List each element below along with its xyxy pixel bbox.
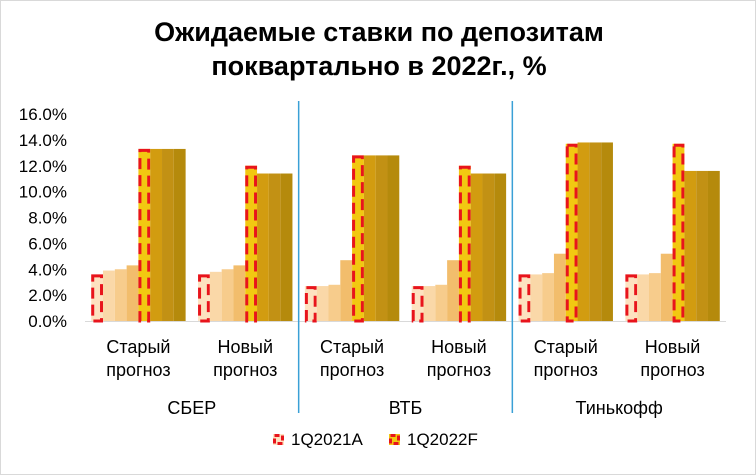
chart-title-line-1: Ожидаемые ставки по депозитам bbox=[154, 17, 604, 47]
y-tick-label: 16.0% bbox=[19, 105, 67, 124]
bar bbox=[375, 155, 388, 321]
bar-dashed-outline bbox=[518, 274, 531, 323]
bar bbox=[589, 142, 602, 321]
bar bbox=[198, 274, 210, 321]
bar-dashed-outline bbox=[91, 274, 104, 323]
bar bbox=[447, 260, 459, 321]
bar bbox=[280, 173, 293, 321]
bar-dashed-outline bbox=[565, 143, 578, 323]
y-tick-label: 2.0% bbox=[28, 286, 67, 305]
y-tick-label: 8.0% bbox=[28, 209, 67, 228]
forecast-label: прогноз bbox=[534, 360, 598, 380]
bar bbox=[126, 265, 139, 321]
bar bbox=[577, 142, 590, 321]
bar bbox=[553, 253, 566, 321]
bar bbox=[625, 274, 638, 321]
forecast-label: Новый bbox=[431, 337, 487, 357]
bar bbox=[257, 173, 269, 321]
bar bbox=[150, 148, 163, 321]
forecast-label: Старый bbox=[106, 337, 170, 357]
bar bbox=[209, 271, 222, 321]
bank-label: ВТБ bbox=[389, 398, 423, 418]
bar bbox=[387, 155, 400, 321]
forecast-label: прогноз bbox=[427, 360, 491, 380]
bar bbox=[684, 170, 697, 321]
bar bbox=[494, 173, 507, 321]
bank-label: Тинькофф bbox=[576, 398, 663, 418]
bar bbox=[411, 286, 424, 321]
bar bbox=[542, 273, 554, 321]
y-tick-label: 6.0% bbox=[28, 234, 67, 253]
bar-dashed-outline bbox=[672, 143, 685, 323]
bar-dashed-outline bbox=[458, 165, 471, 323]
forecast-label: прогноз bbox=[320, 360, 384, 380]
bar bbox=[423, 286, 436, 321]
bar bbox=[304, 286, 317, 321]
bar bbox=[268, 173, 281, 321]
bar bbox=[696, 170, 708, 321]
forecast-label: прогноз bbox=[106, 360, 170, 380]
bar bbox=[91, 274, 104, 321]
bar bbox=[530, 274, 543, 321]
bar bbox=[103, 270, 115, 321]
bar-dashed-outline bbox=[198, 274, 210, 323]
legend-swatch bbox=[273, 434, 284, 445]
chart-title-line-2: поквартально в 2022г., % bbox=[211, 51, 547, 81]
bar bbox=[435, 284, 448, 321]
legend-swatch bbox=[389, 434, 400, 445]
bar-dashed-outline bbox=[411, 286, 424, 323]
bar bbox=[221, 269, 234, 321]
bar bbox=[245, 165, 258, 321]
y-tick-label: 0.0% bbox=[28, 312, 67, 331]
forecast-label: прогноз bbox=[213, 360, 277, 380]
y-tick-label: 10.0% bbox=[19, 183, 67, 202]
bar bbox=[470, 173, 483, 321]
bar bbox=[340, 260, 353, 321]
y-tick-label: 4.0% bbox=[28, 260, 67, 279]
forecast-label: Старый bbox=[320, 337, 384, 357]
bar bbox=[482, 173, 495, 321]
bar bbox=[233, 265, 246, 321]
bar bbox=[363, 155, 376, 321]
bar-dashed-outline bbox=[625, 274, 638, 323]
bar bbox=[672, 143, 685, 321]
bar-dashed-outline bbox=[352, 155, 364, 323]
legend-swatch-outline bbox=[273, 434, 284, 445]
forecast-label: Старый bbox=[534, 337, 598, 357]
y-tick-label: 14.0% bbox=[19, 131, 67, 150]
bar bbox=[518, 274, 531, 321]
bar bbox=[458, 165, 471, 321]
bar bbox=[138, 148, 151, 321]
y-tick-label: 12.0% bbox=[19, 157, 67, 176]
bar-dashed-outline bbox=[138, 148, 151, 323]
forecast-label: Новый bbox=[217, 337, 273, 357]
bar bbox=[173, 148, 186, 321]
bar bbox=[637, 274, 649, 321]
legend-label: 1Q2022F bbox=[407, 430, 478, 449]
bar bbox=[660, 253, 673, 321]
bar-dashed-outline bbox=[304, 286, 317, 323]
bar bbox=[114, 269, 127, 321]
bar bbox=[328, 284, 341, 321]
chart-title: Ожидаемые ставки по депозитам покварталь… bbox=[1, 15, 756, 83]
bank-label: СБЕР bbox=[167, 398, 216, 418]
bar bbox=[162, 148, 174, 321]
bar-dashed-outline bbox=[245, 165, 258, 323]
forecast-label: Новый bbox=[645, 337, 701, 357]
bar bbox=[601, 142, 613, 321]
legend-label: 1Q2021A bbox=[291, 430, 363, 449]
legend-swatch-outline bbox=[389, 434, 400, 445]
bar bbox=[316, 286, 329, 321]
forecast-label: прогноз bbox=[640, 360, 704, 380]
bar bbox=[707, 170, 720, 321]
bar bbox=[352, 155, 364, 321]
bar bbox=[648, 273, 661, 321]
bar bbox=[565, 143, 578, 321]
